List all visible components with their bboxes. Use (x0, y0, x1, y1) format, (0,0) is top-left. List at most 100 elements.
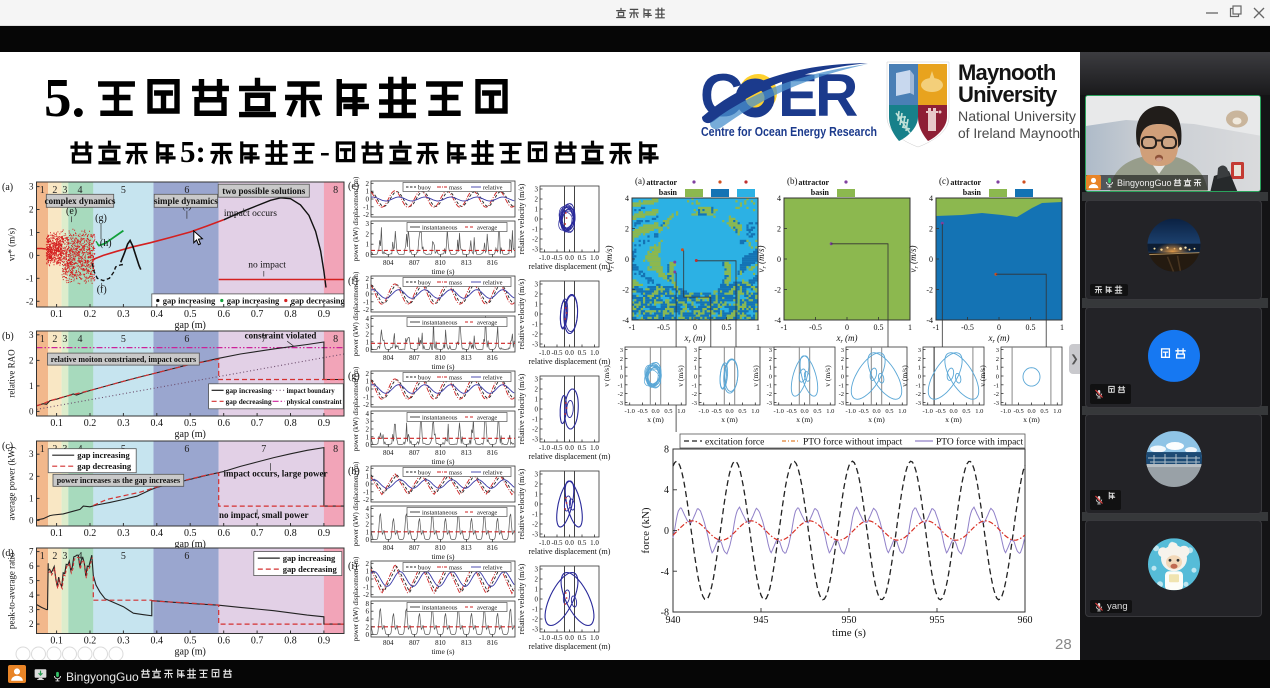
svg-text:0.3: 0.3 (117, 636, 130, 647)
svg-text:0: 0 (620, 374, 623, 381)
svg-text:0.5: 0.5 (738, 408, 746, 415)
svg-text:-1: -1 (532, 606, 538, 614)
svg-text:0: 0 (366, 536, 370, 544)
svg-text:-1: -1 (363, 393, 369, 401)
svg-text:-3: -3 (767, 400, 772, 407)
svg-text:8: 8 (333, 185, 338, 196)
svg-text:(g): (g) (95, 213, 107, 224)
svg-text:1: 1 (40, 334, 45, 345)
svg-text:gap decreasing: gap decreasing (283, 564, 338, 574)
svg-text:-0.5: -0.5 (551, 444, 563, 452)
svg-text:2: 2 (535, 576, 539, 584)
svg-text:7: 7 (261, 334, 266, 345)
svg-text:-2: -2 (532, 331, 538, 339)
svg-text:1: 1 (29, 381, 34, 391)
svg-text:2: 2 (366, 370, 370, 378)
svg-text:0.5: 0.5 (885, 408, 893, 415)
svg-text:instantaneous: instantaneous (422, 320, 458, 327)
svg-text:time (s): time (s) (431, 647, 455, 656)
svg-text:1.0: 1.0 (677, 408, 685, 415)
svg-text:3: 3 (62, 551, 67, 562)
svg-text:-2: -2 (618, 391, 623, 398)
svg-text:-3: -3 (532, 246, 538, 254)
svg-text:complex dynamics: complex dynamics (45, 196, 116, 206)
svg-text:6: 6 (184, 185, 189, 196)
svg-text:-0.5: -0.5 (786, 408, 796, 415)
svg-text:0.5: 0.5 (874, 323, 884, 332)
svg-text:time (s): time (s) (832, 627, 866, 639)
svg-text:0.9: 0.9 (318, 636, 331, 647)
svg-text:1.0: 1.0 (590, 349, 599, 357)
svg-text:1: 1 (756, 323, 760, 332)
svg-text:0.0: 0.0 (565, 349, 574, 357)
svg-text:3: 3 (29, 605, 34, 615)
svg-text:2: 2 (29, 205, 34, 215)
svg-text:average: average (477, 510, 497, 517)
svg-text:x (m): x (m) (647, 415, 664, 424)
svg-text:average: average (477, 320, 497, 327)
svg-text:0: 0 (29, 516, 34, 526)
svg-text:-2: -2 (363, 496, 369, 504)
svg-text:x (m): x (m) (1023, 415, 1040, 424)
svg-text:-2: -2 (532, 521, 538, 529)
svg-text:2: 2 (535, 291, 539, 299)
svg-text:0.3: 0.3 (117, 418, 130, 429)
svg-text:2: 2 (841, 356, 844, 363)
svg-text:945: 945 (754, 615, 769, 626)
svg-text:-1.0: -1.0 (1001, 408, 1011, 415)
svg-text:3: 3 (535, 281, 539, 289)
svg-text:x (m): x (m) (721, 415, 738, 424)
svg-text:0: 0 (997, 323, 1001, 332)
svg-text:-1.0: -1.0 (625, 408, 635, 415)
svg-text:-2: -2 (926, 286, 933, 295)
svg-text:2: 2 (694, 356, 697, 363)
svg-text:807: 807 (409, 449, 420, 457)
svg-text:0.0: 0.0 (565, 634, 574, 642)
svg-text:2: 2 (366, 623, 370, 631)
svg-text:2: 2 (366, 331, 370, 339)
svg-text:buoy: buoy (418, 280, 432, 287)
svg-text:0.2: 0.2 (84, 528, 97, 539)
svg-text:-1: -1 (629, 323, 636, 332)
svg-text:0.5: 0.5 (184, 636, 197, 647)
svg-text:relative displacement (m): relative displacement (m) (529, 357, 611, 366)
svg-text:4: 4 (366, 616, 370, 624)
svg-text:physical constraint: physical constraint (287, 397, 342, 406)
svg-text:0.7: 0.7 (251, 309, 264, 320)
svg-text:excitation force: excitation force (705, 437, 764, 448)
svg-text:0: 0 (366, 291, 370, 299)
svg-text:University: University (958, 82, 1058, 107)
svg-text:1.0: 1.0 (826, 408, 834, 415)
svg-text:813: 813 (461, 544, 472, 552)
svg-text:2: 2 (535, 196, 539, 204)
svg-text:2: 2 (996, 356, 999, 363)
svg-text:x (m): x (m) (868, 415, 885, 424)
svg-text:-1: -1 (767, 382, 772, 389)
svg-text:v (m/s): v (m/s) (823, 365, 832, 387)
svg-text:gap (m): gap (m) (175, 320, 206, 331)
svg-text:2: 2 (918, 356, 921, 363)
svg-text:-2: -2 (916, 391, 921, 398)
svg-text:time (s): time (s) (431, 457, 455, 466)
svg-text:2: 2 (366, 521, 370, 529)
svg-text:0.0: 0.0 (565, 254, 574, 262)
svg-text:1: 1 (40, 185, 45, 196)
svg-text:0: 0 (366, 481, 370, 489)
svg-text:8: 8 (664, 445, 669, 456)
svg-text:0.3: 0.3 (117, 528, 130, 539)
svg-text:mass: mass (449, 185, 462, 192)
svg-text:0.5: 0.5 (664, 408, 672, 415)
svg-text:1: 1 (535, 491, 539, 499)
svg-text:6: 6 (184, 551, 189, 562)
svg-text:relative velocity (m/s): relative velocity (m/s) (517, 183, 526, 254)
svg-text:instantaneous: instantaneous (422, 415, 458, 422)
svg-text:1: 1 (366, 568, 370, 576)
svg-text:3: 3 (996, 347, 999, 354)
svg-text:vr (m/s): vr (m/s) (908, 245, 920, 272)
svg-text:-3: -3 (916, 400, 921, 407)
svg-text:-0.5: -0.5 (961, 323, 974, 332)
svg-text:2: 2 (52, 334, 57, 345)
svg-text:1: 1 (841, 365, 844, 372)
svg-text:0.5: 0.5 (578, 634, 587, 642)
svg-text:0.5: 0.5 (578, 254, 587, 262)
